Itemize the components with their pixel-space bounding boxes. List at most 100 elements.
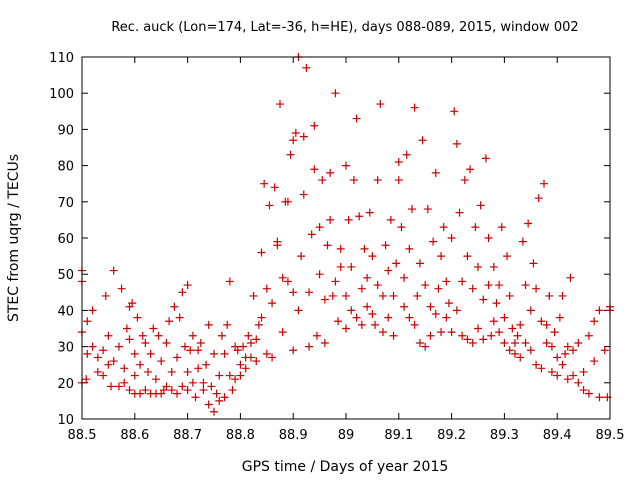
data-point [590,357,599,366]
data-point [231,375,240,384]
x-tick-label: 89 [338,428,355,443]
data-point [99,371,108,380]
data-point [262,284,271,293]
data-point [452,306,461,315]
data-point [405,244,414,253]
data-point [558,360,567,369]
data-point [188,378,197,387]
data-point [236,371,245,380]
data-point [447,234,456,242]
data-point [334,317,343,326]
data-point [223,320,232,329]
data-point [561,349,570,358]
data-point [516,320,525,329]
data-point [481,154,490,163]
data-point [437,252,446,261]
data-point [305,342,314,351]
data-point [381,241,390,250]
data-point [188,331,197,340]
x-tick-label: 89.2 [437,428,466,443]
data-point [302,63,311,72]
data-point [257,248,266,257]
data-point [99,346,108,355]
data-point [310,165,319,174]
data-point [500,313,509,322]
data-point [157,357,166,366]
data-point [566,273,575,282]
data-point [315,270,324,279]
data-point [463,335,472,344]
data-point [421,342,430,351]
data-point [278,328,287,337]
data-point [151,375,160,384]
data-point [389,291,398,300]
data-point [352,313,361,322]
data-point [450,107,459,116]
data-point [487,331,496,340]
data-point [225,371,234,380]
data-point [458,277,467,286]
x-tick-labels: 88.5 88.6 88.7 88.8 88.9 89 89.1 89.2 89.3 89.4 89… [68,428,625,443]
data-point [545,291,554,300]
data-point [357,284,366,293]
data-point [93,367,102,376]
data-point [579,386,588,395]
data-point [331,277,340,286]
data-point [553,371,562,380]
data-point [405,313,414,322]
x-axis-title: GPS time / Days of year 2015 [242,459,449,475]
data-point [347,262,356,271]
data-point [444,299,453,308]
data-point [426,302,435,311]
data-point [584,331,593,340]
data-point [595,393,604,402]
data-point [563,375,572,384]
data-point [88,306,97,315]
data-point [360,244,369,253]
data-point [136,389,145,398]
data-point [254,320,263,329]
data-point [500,338,509,347]
data-point [392,259,401,268]
y-axis-title: STEC from uqrg / TECUs [6,154,22,322]
data-point [154,331,163,340]
data-point [595,306,604,315]
data-point [289,288,298,297]
plot-frame [81,56,611,420]
data-point [178,288,187,297]
data-point [210,407,218,416]
data-point [183,386,192,395]
data-point [418,136,427,145]
data-point [503,252,512,261]
data-point [563,342,572,351]
data-point [178,382,187,391]
y-tick-label: 80 [57,160,74,175]
data-point [109,266,118,275]
data-point [194,364,203,373]
y-tick-label: 90 [57,123,74,138]
x-tick-label: 88.6 [120,428,149,443]
data-point [83,317,92,326]
data-point [82,375,91,384]
data-point [236,360,245,369]
data-point [342,291,350,300]
data-point [569,346,578,355]
data-point [109,357,118,366]
data-point [521,338,530,347]
data-point [310,121,319,130]
data-point [484,281,493,290]
data-point [389,331,398,340]
data-point [455,208,464,217]
data-point [183,281,192,290]
data-point [474,262,482,271]
data-point [286,150,295,159]
data-point [305,288,314,297]
data-point [326,215,335,224]
data-point [537,364,546,373]
data-point [558,291,567,300]
data-point [136,360,145,369]
data-point [167,386,176,395]
x-tick-label: 88.7 [173,428,202,443]
y-tick-label: 40 [57,304,74,319]
data-point [516,353,525,362]
